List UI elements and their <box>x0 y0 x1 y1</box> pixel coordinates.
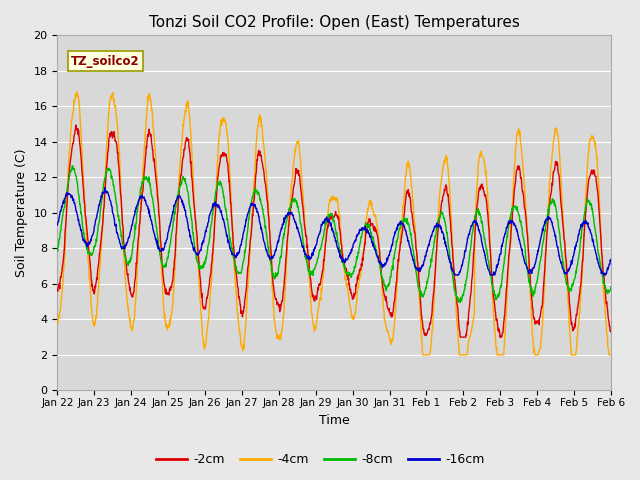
Legend: -2cm, -4cm, -8cm, -16cm: -2cm, -4cm, -8cm, -16cm <box>150 448 490 471</box>
Title: Tonzi Soil CO2 Profile: Open (East) Temperatures: Tonzi Soil CO2 Profile: Open (East) Temp… <box>148 15 520 30</box>
Text: TZ_soilco2: TZ_soilco2 <box>71 55 140 68</box>
Y-axis label: Soil Temperature (C): Soil Temperature (C) <box>15 149 28 277</box>
X-axis label: Time: Time <box>319 414 349 427</box>
